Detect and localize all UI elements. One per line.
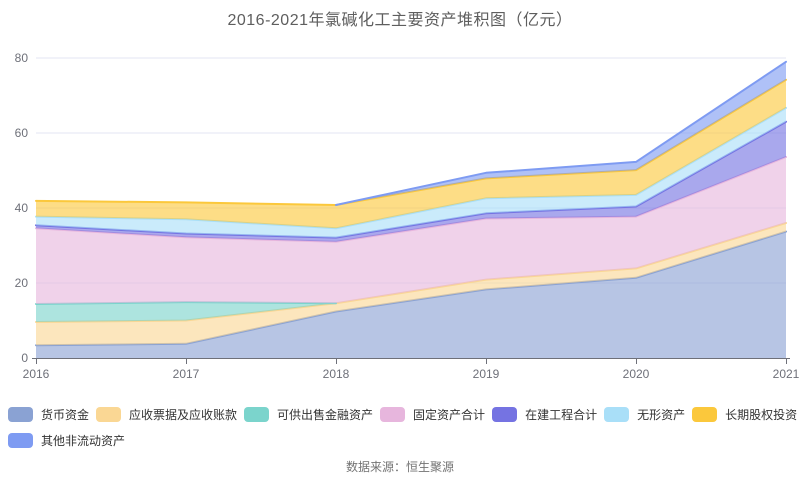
x-tick-label: 2017 (173, 367, 200, 381)
series-area-6 (36, 79, 786, 229)
legend-item-2[interactable]: 可供出售金融资产 (244, 406, 373, 423)
legend-swatch-icon (604, 407, 630, 422)
x-tick-label: 2018 (323, 367, 350, 381)
series-area-1 (36, 223, 786, 346)
y-tick-label: 60 (15, 126, 29, 140)
series-area-4 (36, 121, 786, 242)
legend-label: 无形资产 (637, 408, 686, 422)
series-area-0 (36, 231, 786, 358)
legend-item-0[interactable]: 货币资金 (8, 406, 89, 423)
legend-label: 在建工程合计 (525, 408, 598, 422)
legend-row: 其他非流动资产 (8, 432, 798, 449)
legend-swatch-icon (692, 407, 718, 422)
x-tick-label: 2016 (23, 367, 50, 381)
legend-row: 货币资金 应收票据及应收账款 可供出售金融资产 固定资产合计 在建工程合计 无形资产 长期股… (8, 406, 798, 423)
legend-label: 长期股权投资 (725, 408, 798, 422)
legend-label: 其他非流动资产 (41, 434, 126, 448)
series-area-5 (36, 107, 786, 238)
legend-item-5[interactable]: 无形资产 (604, 406, 685, 423)
legend-swatch-icon (492, 407, 518, 422)
legend-item-3[interactable]: 固定资产合计 (380, 406, 485, 423)
legend-item-4[interactable]: 在建工程合计 (492, 406, 597, 423)
series-area-2 (36, 223, 786, 322)
series-area-7 (36, 61, 786, 205)
legend-label: 固定资产合计 (413, 408, 486, 422)
legend: 货币资金 应收票据及应收账款 可供出售金融资产 固定资产合计 在建工程合计 无形资产 长期股… (8, 406, 798, 458)
y-tick-label: 40 (15, 201, 29, 215)
legend-item-1[interactable]: 应收票据及应收账款 (96, 406, 237, 423)
legend-label: 应收票据及应收账款 (129, 408, 238, 422)
legend-swatch-icon (380, 407, 406, 422)
chart-title: 2016-2021年氯碱化工主要资产堆积图（亿元） (227, 12, 573, 29)
legend-swatch-icon (8, 433, 33, 448)
legend-item-7[interactable]: 其他非流动资产 (8, 432, 125, 449)
legend-swatch-icon (96, 407, 122, 422)
y-tick-label: 0 (21, 351, 28, 365)
x-tick-label: 2021 (773, 367, 800, 381)
x-tick-label: 2019 (473, 367, 500, 381)
legend-swatch-icon (8, 407, 33, 422)
y-tick-label: 80 (15, 51, 29, 65)
x-tick-label: 2020 (623, 367, 650, 381)
legend-swatch-icon (244, 407, 270, 422)
series-line-7 (335, 60, 787, 206)
legend-item-6[interactable]: 长期股权投资 (692, 406, 797, 423)
legend-label: 可供出售金融资产 (277, 408, 374, 422)
stacked-area-chart: 0 20 40 60 80 2016 2017 2018 2019 2020 2021 (15, 51, 800, 381)
data-source-text: 数据来源：恒生聚源 (345, 460, 454, 474)
legend-label: 货币资金 (41, 408, 90, 422)
y-tick-label: 20 (15, 276, 29, 290)
